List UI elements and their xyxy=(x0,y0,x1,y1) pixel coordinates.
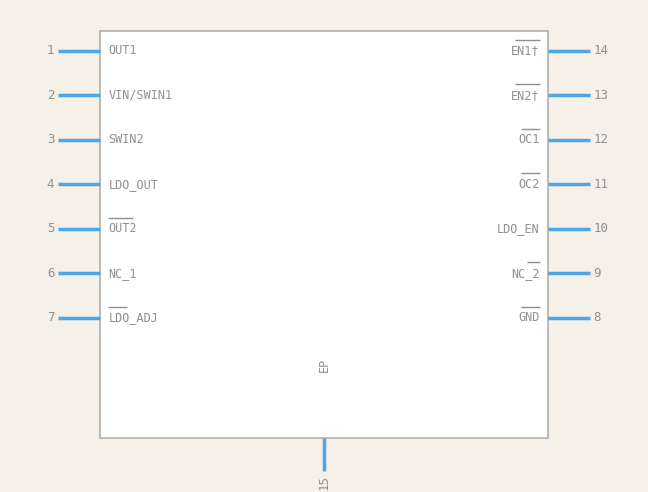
Text: LDO_OUT: LDO_OUT xyxy=(108,178,158,191)
Bar xyxy=(100,31,548,438)
Text: EP: EP xyxy=(318,358,330,372)
Text: OUT1: OUT1 xyxy=(108,44,137,57)
Text: 15: 15 xyxy=(318,475,330,490)
Text: NC_1: NC_1 xyxy=(108,267,137,280)
Text: OC1: OC1 xyxy=(518,133,540,146)
Text: OUT2: OUT2 xyxy=(108,222,137,235)
Text: 7: 7 xyxy=(47,311,54,324)
Text: EN2†: EN2† xyxy=(511,89,540,102)
Text: 1: 1 xyxy=(47,44,54,57)
Text: 6: 6 xyxy=(47,267,54,280)
Text: NC_2: NC_2 xyxy=(511,267,540,280)
Text: SWIN2: SWIN2 xyxy=(108,133,144,146)
Text: VIN/SWIN1: VIN/SWIN1 xyxy=(108,89,172,102)
Text: 9: 9 xyxy=(594,267,601,280)
Text: 8: 8 xyxy=(594,311,601,324)
Text: 4: 4 xyxy=(47,178,54,191)
Text: 12: 12 xyxy=(594,133,608,146)
Text: 5: 5 xyxy=(47,222,54,235)
Text: OC2: OC2 xyxy=(518,178,540,191)
Text: 14: 14 xyxy=(594,44,608,57)
Text: LDO_ADJ: LDO_ADJ xyxy=(108,311,158,324)
Text: GND: GND xyxy=(518,311,540,324)
Text: 13: 13 xyxy=(594,89,608,102)
Text: EN1†: EN1† xyxy=(511,44,540,57)
Text: 3: 3 xyxy=(47,133,54,146)
Text: 10: 10 xyxy=(594,222,608,235)
Text: 11: 11 xyxy=(594,178,608,191)
Text: 2: 2 xyxy=(47,89,54,102)
Text: LDO_EN: LDO_EN xyxy=(497,222,540,235)
